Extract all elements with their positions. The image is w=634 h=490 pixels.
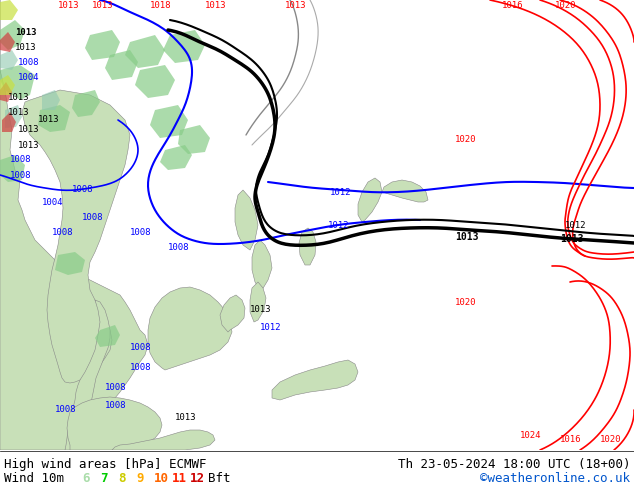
Text: 12: 12 — [190, 472, 205, 485]
Text: 1012: 1012 — [565, 221, 586, 230]
Text: 1013: 1013 — [38, 115, 60, 124]
Text: 1013: 1013 — [285, 1, 306, 10]
Text: 1008: 1008 — [10, 171, 32, 180]
Text: 1008: 1008 — [52, 228, 74, 237]
Text: 1013: 1013 — [205, 1, 226, 10]
Text: 1004: 1004 — [18, 73, 39, 82]
Text: 1016: 1016 — [502, 1, 524, 10]
Text: 1004: 1004 — [42, 198, 63, 207]
Text: 1008: 1008 — [130, 363, 152, 372]
Text: 1013: 1013 — [92, 1, 113, 10]
Text: 1008: 1008 — [18, 58, 39, 67]
Text: 1013: 1013 — [455, 232, 479, 242]
Text: 1018: 1018 — [150, 1, 172, 10]
Text: Wind 10m: Wind 10m — [4, 472, 64, 485]
Text: 1020: 1020 — [600, 435, 621, 444]
Text: Th 23-05-2024 18:00 UTC (18+00): Th 23-05-2024 18:00 UTC (18+00) — [398, 458, 630, 471]
Text: 1013: 1013 — [58, 1, 79, 10]
Text: 1013: 1013 — [18, 141, 39, 150]
Text: 1008: 1008 — [55, 405, 77, 414]
Text: 1020: 1020 — [455, 135, 477, 144]
Text: 1013: 1013 — [250, 305, 271, 314]
Text: 9: 9 — [136, 472, 143, 485]
Text: 1012: 1012 — [330, 188, 351, 197]
Text: 1008: 1008 — [82, 213, 103, 222]
Text: 1012: 1012 — [328, 221, 349, 230]
Text: 7: 7 — [100, 472, 108, 485]
Text: 1008: 1008 — [130, 343, 152, 352]
Text: 1024: 1024 — [520, 431, 541, 440]
Text: 1013: 1013 — [15, 28, 37, 37]
Text: 1008: 1008 — [130, 228, 152, 237]
Text: 1016: 1016 — [560, 435, 581, 444]
Text: 1013: 1013 — [8, 108, 30, 117]
Text: 1008: 1008 — [168, 243, 190, 252]
Text: 8: 8 — [118, 472, 126, 485]
Text: 6: 6 — [82, 472, 89, 485]
Text: Bft: Bft — [208, 472, 231, 485]
Text: 10: 10 — [154, 472, 169, 485]
Text: 1008: 1008 — [105, 401, 127, 410]
Text: 1013: 1013 — [18, 125, 39, 134]
Text: 1008: 1008 — [72, 185, 93, 194]
Text: 1013: 1013 — [560, 234, 583, 244]
Text: ©weatheronline.co.uk: ©weatheronline.co.uk — [480, 472, 630, 485]
Text: 1012: 1012 — [260, 323, 281, 332]
Text: 1013: 1013 — [175, 413, 197, 422]
Text: 1020: 1020 — [455, 298, 477, 307]
Text: 1008: 1008 — [10, 155, 32, 164]
Text: High wind areas [hPa] ECMWF: High wind areas [hPa] ECMWF — [4, 458, 207, 471]
Text: 1020: 1020 — [555, 1, 576, 10]
Text: 1013: 1013 — [15, 43, 37, 52]
Text: 1008: 1008 — [105, 383, 127, 392]
Text: 1013: 1013 — [8, 93, 30, 102]
Text: 11: 11 — [172, 472, 187, 485]
